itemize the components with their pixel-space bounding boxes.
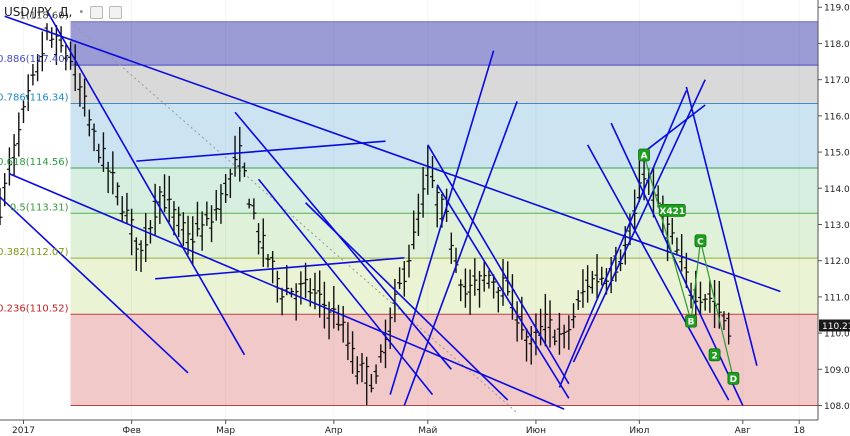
time-tick-label: 2017 — [12, 426, 35, 436]
last-price-label: 110.21 — [822, 322, 850, 332]
wave-polyline — [643, 154, 734, 379]
trend-line — [572, 79, 706, 363]
price-axis-bg — [818, 0, 850, 436]
price-tick-label: 115.00 — [824, 149, 850, 159]
trend-line — [558, 90, 688, 388]
time-tick-label: Июн — [526, 426, 546, 436]
fibonacci-zones — [70, 21, 819, 407]
fib-zone — [70, 21, 819, 66]
price-tick-label: 109.00 — [824, 366, 850, 376]
trend-line — [257, 178, 434, 396]
price-tick-label: 108.00 — [824, 402, 850, 412]
fib-zone — [70, 103, 819, 168]
wave-badge — [638, 148, 650, 162]
wave-badge — [685, 314, 697, 328]
trend-lines[interactable] — [0, 10, 781, 410]
fib-zone — [70, 65, 819, 104]
price-tick-label: 114.00 — [824, 185, 850, 195]
wave-label: C — [697, 237, 704, 247]
fib-label: 1(118.60) — [19, 11, 68, 22]
fib-label: 0.886(117.40) — [0, 54, 69, 65]
fib-label: 0.5(113.31) — [10, 202, 69, 213]
trend-line — [155, 256, 405, 280]
fib-label: 0.618(114.56) — [0, 157, 69, 168]
price-tick-label: 118.00 — [824, 40, 850, 50]
trend-line — [389, 50, 495, 395]
price-tick-label: 112.00 — [824, 257, 850, 267]
trend-line — [436, 184, 570, 399]
price-tick-label: 113.00 — [824, 221, 850, 231]
wave-path — [643, 154, 734, 379]
fib-zone — [70, 258, 819, 315]
chart-header: USD/JPY, Д, • — [4, 4, 123, 20]
time-axis: 2017 Фев Мар Апр Май Июн Июл Авг 18 — [0, 419, 850, 436]
symbol-title: USD/JPY, Д, — [4, 5, 73, 19]
fib-label: 0.382(112.07) — [0, 247, 69, 258]
trend-line — [685, 86, 758, 366]
status-dot-icon: • — [78, 6, 85, 18]
price-tick-label: 110.00 — [824, 330, 850, 340]
wave-badge — [658, 203, 686, 217]
price-tick-label: 116.00 — [824, 112, 850, 122]
wave-badge — [694, 234, 707, 248]
fib-label: 0.786(116.34) — [0, 93, 69, 104]
trend-line — [643, 104, 706, 153]
trend-line — [4, 15, 781, 293]
checkbox-icon[interactable] — [90, 5, 104, 19]
time-tick-label: Мар — [216, 426, 235, 436]
wave-label: D — [730, 375, 737, 385]
trend-line — [9, 173, 565, 410]
time-tick-label: 18 — [793, 426, 805, 436]
time-tick-label: Апр — [325, 426, 343, 436]
fibonacci-labels: 1(118.60) 0.886(117.40) 0.786(116.34) 0.618… — [0, 11, 69, 315]
fib-label: 0.236(110.52) — [0, 303, 69, 314]
time-tick-label: Май — [418, 426, 437, 436]
wave-badge — [708, 348, 721, 362]
fib-zone — [70, 213, 819, 259]
dotted-line — [70, 21, 518, 414]
trend-line — [234, 111, 452, 370]
price-tick-label: 111.00 — [824, 293, 850, 303]
wave-labels: A X421 C B 2 D — [638, 148, 740, 385]
trend-line — [46, 10, 246, 356]
wave-label: 2 — [711, 351, 717, 361]
trend-line — [610, 122, 744, 406]
settings-icon[interactable] — [109, 5, 123, 19]
wave-label: A — [641, 151, 648, 161]
trend-line — [0, 195, 189, 374]
wave-label: B — [688, 318, 695, 328]
time-tick-label: Фев — [122, 426, 141, 436]
wave-badge — [727, 371, 740, 385]
trend-line — [305, 202, 509, 401]
time-tick-label: Июл — [629, 426, 649, 436]
time-axis-bg — [0, 420, 850, 436]
wave-label: X421 — [659, 207, 685, 217]
dotted-guide-line — [70, 21, 518, 414]
trend-line — [586, 144, 730, 401]
trend-line — [136, 140, 386, 162]
fib-zone — [70, 168, 819, 214]
last-price-box — [819, 319, 850, 332]
trend-line — [427, 144, 570, 385]
price-tick-label: 119.00 — [824, 4, 850, 14]
trend-line — [403, 101, 518, 406]
price-axis: 108.00 109.00 110.00 111.00 112.00 113.00 114.… — [817, 0, 850, 436]
price-tick-label: 117.00 — [824, 76, 850, 86]
time-tick-label: Авг — [735, 426, 751, 436]
